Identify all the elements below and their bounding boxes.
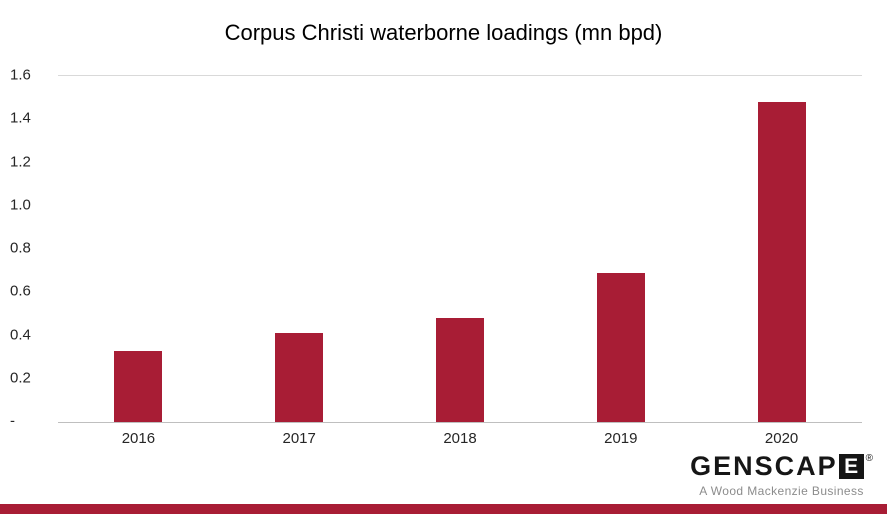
- x-axis: 2016 2017 2018 2019 2020: [58, 430, 862, 454]
- x-tick-label: 2017: [282, 430, 316, 447]
- y-tick-label: 0.4: [10, 326, 31, 343]
- chart-title: Corpus Christi waterborne loadings (mn b…: [224, 20, 663, 45]
- genscape-logo-e-block: E: [838, 454, 864, 479]
- bar-2018: [436, 318, 484, 422]
- y-tick-label: 1.6: [10, 66, 31, 84]
- bar-2019: [596, 272, 645, 422]
- y-tick-label: -: [10, 412, 15, 430]
- bottom-accent-strip: [0, 504, 887, 514]
- bar-2017: [275, 333, 324, 422]
- y-axis: - 0.2 0.4 0.6 0.8 1.0 1.2 1.4 1.6: [10, 67, 54, 430]
- bar-2020: [757, 101, 806, 422]
- genscape-logo: GENSCAP E ® A Wood Mackenzie Business: [690, 453, 873, 499]
- genscape-tagline: A Wood Mackenzie Business: [699, 484, 864, 498]
- x-tick-label: 2020: [764, 430, 799, 447]
- y-tick-label: 0.6: [10, 282, 31, 300]
- x-tick-label: 2019: [604, 430, 638, 447]
- x-tick-label: 2016: [121, 430, 156, 447]
- genscape-logo-row: GENSCAP E ®: [690, 453, 873, 480]
- y-tick-label: 0.8: [10, 239, 31, 257]
- genscape-logo-text: GENSCAP: [690, 451, 838, 481]
- x-tick-label: 2018: [443, 430, 477, 447]
- bar-2016: [114, 350, 163, 422]
- y-tick-label: 0.2: [10, 369, 31, 387]
- y-tick-label: 1.2: [10, 153, 31, 170]
- plot-area: [58, 75, 862, 423]
- y-tick-label: 1.4: [10, 109, 31, 127]
- registered-trademark-icon: ®: [865, 453, 873, 464]
- y-tick-label: 1.0: [10, 196, 31, 214]
